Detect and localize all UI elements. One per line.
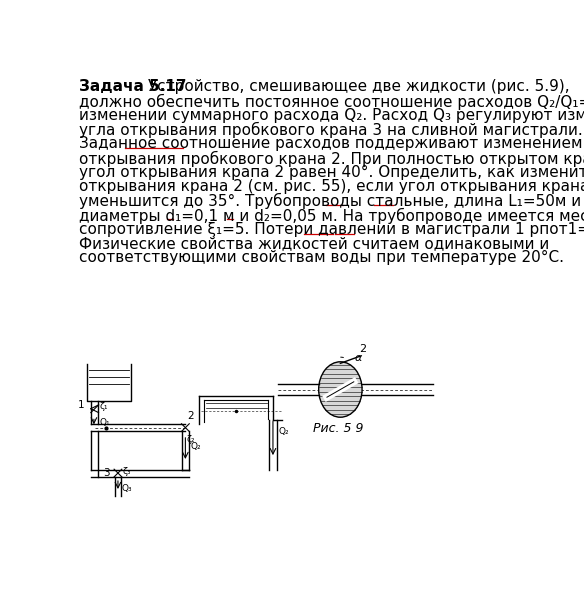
Text: угол открывания крапа 2 равен 40°. Определить, как изменится угол а.: угол открывания крапа 2 равен 40°. Опред… (79, 165, 584, 180)
Text: 1: 1 (78, 400, 85, 410)
Text: ζ₃: ζ₃ (123, 467, 131, 476)
Text: Физические свойства жидкостей считаем одинаковыми и: Физические свойства жидкостей считаем од… (79, 236, 550, 251)
Text: ζ₁: ζ₁ (99, 402, 108, 411)
Text: Q₃: Q₃ (122, 483, 133, 493)
Text: Рис. 5 9: Рис. 5 9 (313, 422, 364, 435)
Text: Q₂: Q₂ (191, 442, 201, 451)
Text: должно обеспечить постоянное соотношение расходов Q₂/Q₁=0,2 при: должно обеспечить постоянное соотношение… (79, 93, 584, 109)
Text: угла открывания пробкового крана 3 на сливной магистрали.: угла открывания пробкового крана 3 на сл… (79, 122, 583, 138)
Text: соответствующими свойствам воды при температуре 20°С.: соответствующими свойствам воды при темп… (79, 250, 564, 265)
Text: открывания крана 2 (см. рис. 55), если угол открывания крана 3: открывания крана 2 (см. рис. 55), если у… (79, 179, 584, 194)
Ellipse shape (319, 362, 362, 417)
Text: 2: 2 (187, 411, 193, 421)
Text: Заданное соотношение расходов поддерживают изменением угла: Заданное соотношение расходов поддержива… (79, 136, 584, 151)
Text: Q₁: Q₁ (99, 418, 110, 427)
Text: 2: 2 (359, 344, 366, 354)
Text: 3: 3 (103, 468, 109, 478)
Text: Устройство, смешивающее две жидкости (рис. 5.9),: Устройство, смешивающее две жидкости (ри… (142, 79, 569, 94)
Text: сопротивление ξ₁=5. Потери давлении в магистрали 1 pпот1=80 кПа.: сопротивление ξ₁=5. Потери давлении в ма… (79, 221, 584, 237)
Text: уменьшится до 35°. Трубопроводы стальные, длина L₁=50м и L₂=20 м;: уменьшится до 35°. Трубопроводы стальные… (79, 193, 584, 209)
Text: открывания пробкового крана 2. При полностью открытом кране 3: открывания пробкового крана 2. При полно… (79, 151, 584, 167)
Text: Задача 5.17: Задача 5.17 (79, 79, 187, 94)
Text: α: α (354, 353, 361, 363)
Text: ζ₂: ζ₂ (187, 435, 196, 444)
Text: изменении суммарного расхода Q₂. Расход Q₃ регулируют изменением: изменении суммарного расхода Q₂. Расход … (79, 108, 584, 122)
Text: диаметры d₁=0,1 м и d₂=0,05 м. На трубопроводе имеется местное: диаметры d₁=0,1 м и d₂=0,05 м. На трубоп… (79, 207, 584, 223)
Text: Q₂: Q₂ (279, 427, 289, 437)
